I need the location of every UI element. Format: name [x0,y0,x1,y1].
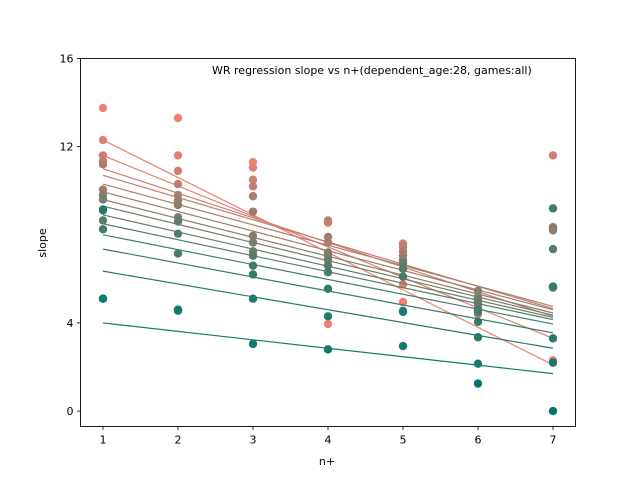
series-3-point [248,175,258,184]
series-13-point [548,334,558,343]
series-13-fit-line [102,270,554,349]
plot-area [98,103,558,416]
y-tick-label: 12 [60,141,74,154]
series-10-point [173,229,183,238]
series-5-point [98,160,108,169]
series-3-point [548,151,558,160]
series-5-point [248,192,258,201]
chart-title: WR regression slope vs n+(dependent_age:… [212,64,532,77]
x-tick-label: 2 [175,434,182,447]
series-14-point [173,305,183,314]
series-12-point [473,317,483,327]
series-14-point [398,341,408,351]
series-15-point [548,406,558,416]
series-10-point [98,216,108,225]
series-2-point [98,135,108,145]
x-tick-label: 1 [100,434,107,447]
y-tick-label: 4 [67,317,74,330]
series-7-point [473,286,483,296]
x-tick-label: 5 [400,434,407,447]
series-12-point [323,284,333,293]
x-tick-label: 6 [475,434,482,447]
y-axis: 0 4 12 16 [60,53,81,418]
series-13-point [398,307,408,317]
series-11-point [398,272,408,281]
series-11-point [98,225,108,234]
series-14-point [323,345,333,354]
series-8-point [98,195,108,204]
series-4-point [323,216,333,225]
series-7-point [173,200,183,210]
x-axis: 1 2 3 4 5 6 7 [100,426,557,447]
series-6-point [248,207,258,216]
y-tick-label: 16 [60,53,74,66]
series-14-point [548,358,558,367]
series-13-point [248,294,258,303]
x-axis-label: n+ [319,455,335,468]
x-tick-label: 4 [325,434,332,447]
series-11-point [548,204,558,213]
x-tick-label: 3 [250,434,257,447]
series-11-point [248,261,258,270]
series-3-point [173,166,183,176]
series-12-point [548,282,558,291]
series-13-point [323,312,333,321]
series-10-point [398,264,408,274]
series-2-point [173,151,183,160]
series-13-point [98,205,108,214]
series-6-point [323,232,333,242]
series-9-point [173,217,183,226]
series-11-point [323,268,333,277]
series-14-point [473,359,483,368]
series-1-point [173,113,183,123]
series-14-point [98,294,108,303]
series-10-point [248,251,258,260]
series-1-point [323,319,333,329]
series-11-point [173,249,183,258]
y-axis-label: slope [36,228,49,257]
series-11-fit-line [102,234,554,325]
series-4-point [173,179,183,189]
series-14-point [248,339,258,349]
series-7-point [548,223,558,233]
series-7-point [248,231,258,241]
series-1-point [98,103,108,113]
series-2-point [248,163,258,172]
series-11-point [473,305,483,314]
series-8-point [248,238,258,247]
series-10-point [548,244,558,254]
series-15-point [473,379,483,388]
series-10-point [323,261,333,270]
series-13-point [473,333,483,342]
x-tick-label: 7 [550,434,557,447]
series-4-point [248,182,258,191]
series-12-point [248,270,258,279]
y-tick-label: 0 [67,405,74,418]
